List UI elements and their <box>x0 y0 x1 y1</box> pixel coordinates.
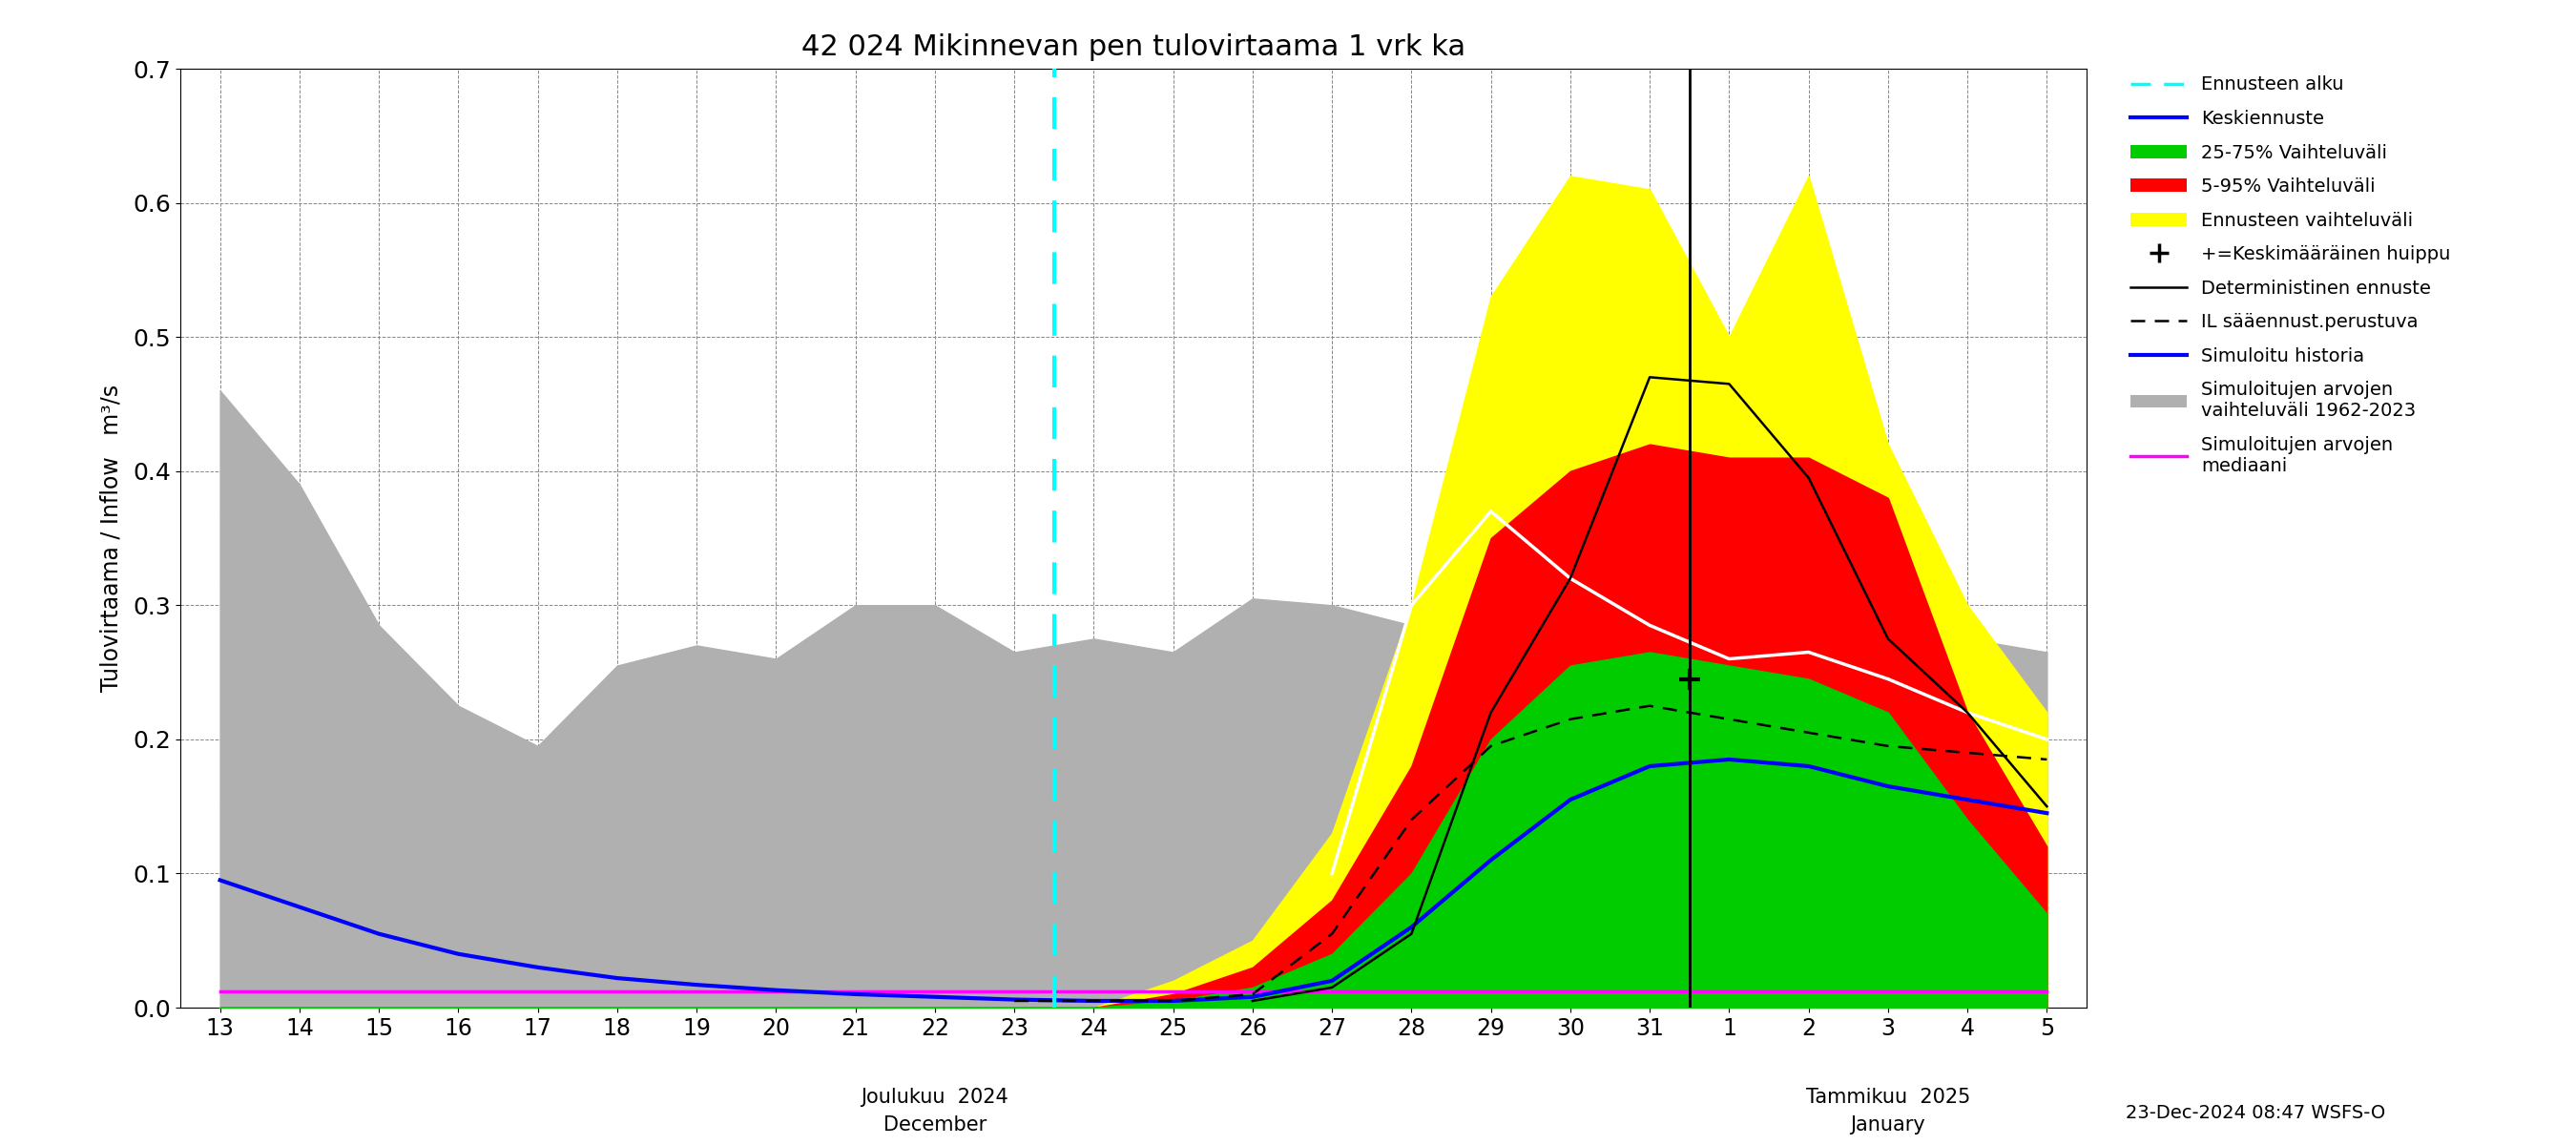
Text: 23-Dec-2024 08:47 WSFS-O: 23-Dec-2024 08:47 WSFS-O <box>2125 1104 2385 1122</box>
Y-axis label: Tulovirtaama / Inflow   m³/s: Tulovirtaama / Inflow m³/s <box>100 385 124 692</box>
Text: Tammikuu  2025: Tammikuu 2025 <box>1806 1088 1971 1106</box>
Title: 42 024 Mikinnevan pen tulovirtaama 1 vrk ka: 42 024 Mikinnevan pen tulovirtaama 1 vrk… <box>801 33 1466 61</box>
Text: January: January <box>1850 1115 1924 1135</box>
Text: Joulukuu  2024: Joulukuu 2024 <box>860 1088 1010 1106</box>
Legend: Ennusteen alku, Keskiennuste, 25-75% Vaihteluväli, 5-95% Vaihteluväli, Ennusteen: Ennusteen alku, Keskiennuste, 25-75% Vai… <box>2123 66 2460 484</box>
Text: December: December <box>884 1115 987 1135</box>
